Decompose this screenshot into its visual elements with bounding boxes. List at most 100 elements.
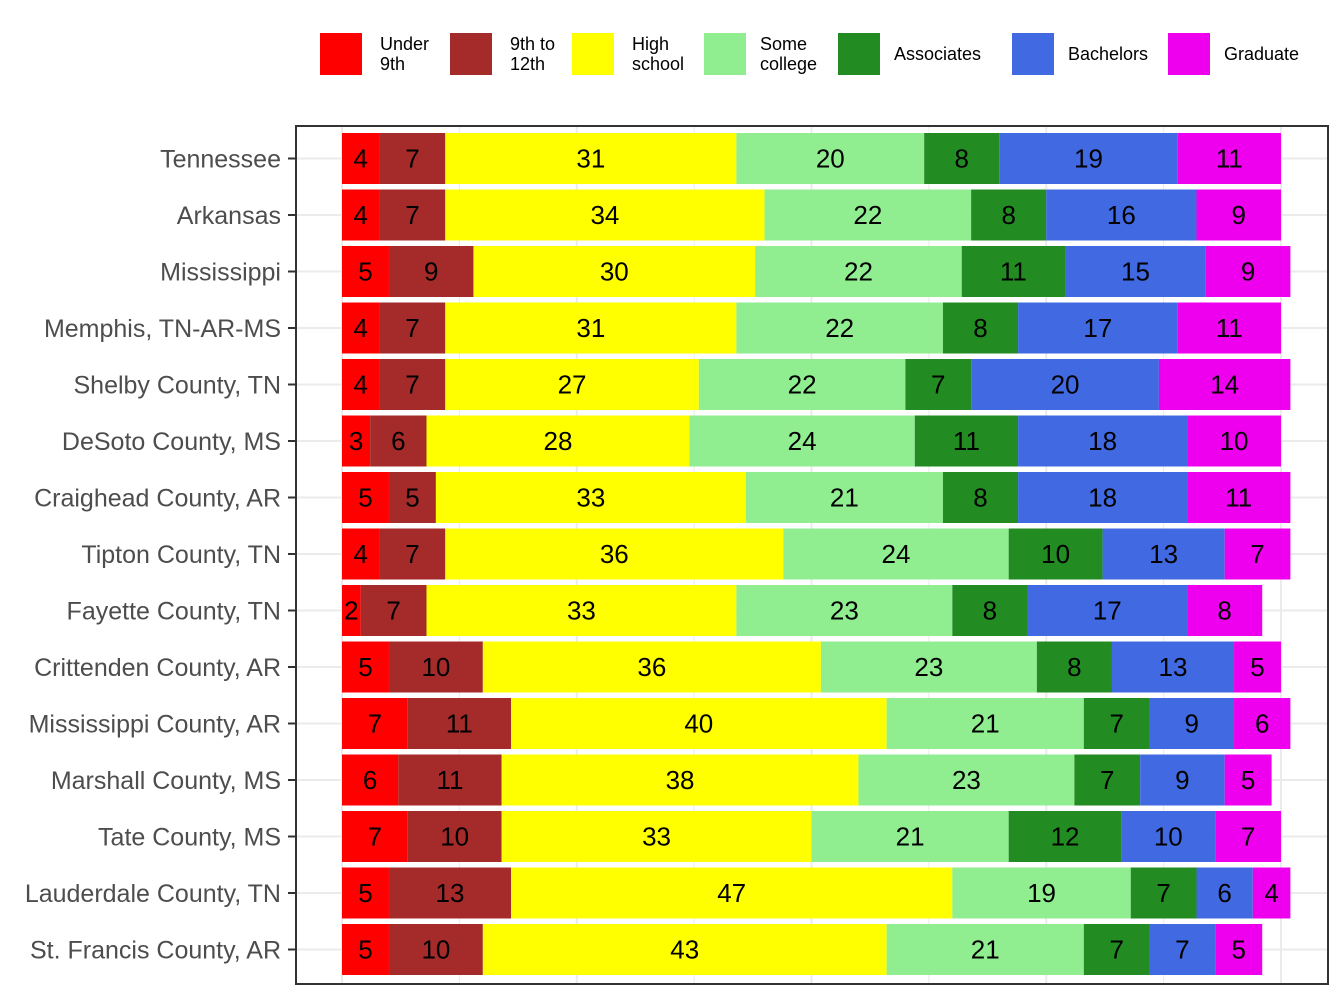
legend-item: Graduate <box>1168 33 1334 75</box>
data-label: 9 <box>1241 257 1255 287</box>
bar-segment <box>445 133 737 184</box>
bar-segment <box>952 585 1028 636</box>
data-label: 20 <box>816 144 845 174</box>
bar-segment <box>445 528 784 580</box>
data-label: 6 <box>391 426 405 456</box>
legend-item: Some college <box>704 33 838 75</box>
data-label: 9 <box>1232 200 1246 230</box>
data-label: 8 <box>983 596 997 626</box>
bar-segment <box>501 754 859 806</box>
data-label: 10 <box>1154 822 1183 852</box>
data-label: 22 <box>844 257 873 287</box>
bar-segment <box>971 359 1159 410</box>
data-label: 7 <box>368 709 382 739</box>
bar-segment <box>1177 133 1281 184</box>
bar-segment <box>1205 246 1291 297</box>
bar-segment <box>1121 811 1216 862</box>
data-label: 4 <box>354 200 368 230</box>
bar-segment <box>342 924 389 975</box>
legend-label: Graduate <box>1224 44 1300 64</box>
data-label: 11 <box>953 426 980 456</box>
bar-segment <box>342 472 389 523</box>
bar-segment <box>388 924 483 975</box>
data-label: 23 <box>914 652 943 682</box>
bar-segment <box>342 302 380 354</box>
data-label: 21 <box>830 483 859 513</box>
y-tick-label: Fayette County, TN <box>67 598 281 626</box>
y-tick-label: Craighead County, AR <box>34 485 281 513</box>
data-label: 5 <box>358 878 372 908</box>
bar-segment <box>1187 585 1263 636</box>
bar-segment <box>482 924 887 975</box>
data-label: 11 <box>1225 483 1252 513</box>
data-label: 36 <box>637 652 666 682</box>
data-label: 19 <box>1027 878 1056 908</box>
legend-label: Associates <box>894 44 982 64</box>
data-label: 9 <box>424 257 438 287</box>
data-label: 3 <box>349 426 363 456</box>
bar-segment <box>426 415 690 467</box>
data-label: 17 <box>1093 596 1122 626</box>
data-label: 8 <box>1217 596 1231 626</box>
bar-segment <box>755 246 962 297</box>
y-tick-label: Tipton County, TN <box>81 541 281 569</box>
data-label: 5 <box>1250 652 1264 682</box>
data-label: 8 <box>973 483 987 513</box>
bar-segment <box>745 472 943 523</box>
legend-swatch <box>450 33 492 75</box>
data-label: 2 <box>344 596 358 626</box>
bar-segment <box>942 302 1019 354</box>
data-label: 20 <box>1051 370 1080 400</box>
legend-label: Under 9th <box>380 34 430 74</box>
y-tick-label: Crittenden County, AR <box>34 654 281 682</box>
legend-swatch <box>704 33 746 75</box>
bar-segment <box>511 867 953 919</box>
bar-segment <box>473 246 756 297</box>
bar-segment <box>388 641 483 693</box>
bar-segment <box>398 754 502 806</box>
bar-segment <box>426 585 737 636</box>
bar-segment <box>1224 528 1291 580</box>
data-label: 5 <box>358 483 372 513</box>
data-label: 11 <box>1000 257 1027 287</box>
bar-segment <box>698 359 906 410</box>
bar-segment <box>736 133 925 184</box>
data-label: 33 <box>642 822 671 852</box>
data-label: 14 <box>1210 370 1239 400</box>
bar-segment <box>1149 698 1235 749</box>
data-label: 4 <box>354 370 368 400</box>
bar-segment <box>783 528 1009 580</box>
bar-segment <box>689 415 915 467</box>
bar-segment <box>858 754 1075 806</box>
bar-segment <box>942 472 1019 523</box>
bar-segment <box>342 585 361 636</box>
bar-segment <box>1046 189 1197 241</box>
data-label: 7 <box>1109 709 1123 739</box>
chart-legend: Under 9th 9th to 12th High school Some coll… <box>320 33 1334 75</box>
bar-segment <box>379 528 446 580</box>
bar-segment <box>1196 189 1281 241</box>
data-label: 4 <box>354 144 368 174</box>
bar-segment <box>342 246 389 297</box>
bar-segment <box>1065 246 1206 297</box>
data-label: 10 <box>1220 426 1249 456</box>
bar-segment <box>342 189 380 241</box>
bar-segment <box>360 585 427 636</box>
data-label: 27 <box>558 370 587 400</box>
bar-segment <box>435 472 746 523</box>
bar-segment <box>971 189 1047 241</box>
data-label: 4 <box>354 539 368 569</box>
data-label: 23 <box>830 596 859 626</box>
bar-segment <box>914 415 1019 467</box>
data-label: 10 <box>440 822 469 852</box>
data-label: 7 <box>1175 935 1189 965</box>
data-label: 19 <box>1074 144 1103 174</box>
data-label: 43 <box>670 935 699 965</box>
bar-segment <box>342 528 380 580</box>
data-label: 11 <box>1216 313 1243 343</box>
data-label: 6 <box>363 765 377 795</box>
bar-segment <box>1018 302 1178 354</box>
data-label: 7 <box>405 200 419 230</box>
legend-label: Bachelors <box>1068 44 1149 64</box>
